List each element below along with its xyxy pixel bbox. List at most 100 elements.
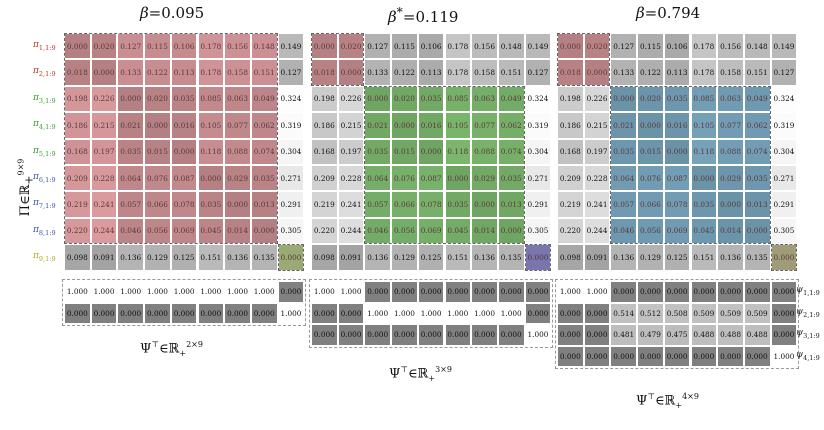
- pi-cell: 0.098: [311, 244, 338, 271]
- pi-cell: 0.127: [364, 33, 392, 60]
- pi-cell: 0.074: [497, 138, 525, 165]
- psi-label-sup: ⊤: [400, 365, 408, 374]
- pi-cell: 0.151: [497, 59, 525, 86]
- pi-row-label: π2,1:9: [33, 66, 56, 78]
- pi-cell: 0.178: [444, 59, 472, 86]
- pi-cell: 0.197: [90, 138, 118, 165]
- pi-cell: 0.226: [90, 85, 118, 113]
- pi-cell: 0.215: [90, 112, 118, 139]
- pi-cell: 0.319: [277, 112, 305, 139]
- psi-label-setsub: +: [179, 348, 187, 358]
- psi-row-label: ψ2,1:9: [796, 307, 820, 319]
- pi-cell: 0.127: [524, 59, 552, 86]
- pi-cell: 0.015: [144, 138, 171, 165]
- psi-cell: 0.000: [583, 302, 611, 324]
- psi-cell: 1.000: [444, 302, 472, 324]
- pi-cell: 0.064: [364, 165, 392, 192]
- pi-cell: 0.035: [743, 165, 771, 192]
- psi-cell: 0.488: [743, 324, 771, 346]
- pi-cell: 0.178: [444, 33, 472, 60]
- pi-cell: 0.228: [583, 165, 611, 192]
- pi-cell: 0.135: [250, 244, 278, 271]
- psi-label-panel-1: Ψ⊤∈ℝ+2×9: [140, 340, 203, 358]
- pi-cell: 0.000: [170, 138, 198, 165]
- beta-value: =0.794: [644, 4, 701, 22]
- pi-cell: 0.198: [64, 85, 91, 113]
- psi-cell: 1.000: [524, 324, 552, 346]
- pi-cell: 0.020: [637, 85, 664, 113]
- pi-cell: 0.000: [337, 59, 365, 86]
- pi-cell: 0.136: [717, 244, 744, 271]
- pi-cell: 0.186: [557, 112, 584, 139]
- psi-cell: 0.000: [497, 324, 525, 346]
- psi-row-label-base: ψ: [796, 285, 804, 295]
- pi-axis-sup: 9×9: [16, 158, 26, 176]
- psi-cell: 0.509: [743, 302, 771, 324]
- pi-row-label: π1,1:9: [33, 40, 56, 52]
- pi-cell: 0.106: [170, 33, 198, 60]
- psi-cell: 0.000: [197, 302, 225, 324]
- pi-cell: 0.000: [391, 112, 418, 139]
- psi-cell: 1.000: [497, 302, 525, 324]
- pi-row-label-sub: 2,1:9: [38, 70, 56, 79]
- psi-cell: 0.000: [637, 345, 664, 367]
- pi-cell: 0.000: [610, 85, 638, 113]
- psi-cell: 0.000: [444, 324, 472, 346]
- pi-cell: 0.186: [64, 112, 91, 139]
- pi-cell: 0.029: [471, 165, 498, 192]
- pi-cell: 0.000: [144, 112, 171, 139]
- panel-title-1: β=0.095: [140, 4, 204, 22]
- pi-cell: 0.000: [524, 244, 552, 271]
- psi-cell: 0.000: [557, 324, 584, 346]
- pi-cell: 0.000: [770, 244, 798, 271]
- pi-cell: 0.078: [417, 191, 445, 218]
- pi-cell: 0.226: [337, 85, 365, 113]
- pi-cell: 0.241: [583, 191, 611, 218]
- pi-cell: 0.087: [417, 165, 445, 192]
- pi-cell: 0.045: [197, 217, 225, 245]
- psi-cell: 0.000: [583, 345, 611, 367]
- pi-cell: 0.304: [277, 138, 305, 165]
- pi-cell: 0.000: [224, 191, 251, 218]
- pi-cell: 0.085: [197, 85, 225, 113]
- pi-row-label: π4,1:9: [33, 119, 56, 131]
- pi-cell: 0.304: [524, 138, 552, 165]
- pi-cell: 0.158: [717, 59, 744, 86]
- psi-cell: 0.000: [583, 324, 611, 346]
- pi-cell: 0.000: [364, 85, 392, 113]
- pi-cell: 0.087: [663, 165, 691, 192]
- pi-cell: 0.151: [690, 244, 718, 271]
- pi-row-label-sub: 3,1:9: [38, 96, 56, 105]
- pi-cell: 0.049: [250, 85, 278, 113]
- pi-cell: 0.076: [391, 165, 418, 192]
- pi-cell: 0.013: [250, 191, 278, 218]
- pi-row-label-base: π: [33, 40, 39, 50]
- pi-cell: 0.197: [583, 138, 611, 165]
- pi-cell: 0.062: [497, 112, 525, 139]
- pi-cell: 0.035: [444, 191, 472, 218]
- pi-cell: 0.118: [690, 138, 718, 165]
- pi-cell: 0.066: [391, 191, 418, 218]
- pi-row-label-base: π: [33, 224, 39, 235]
- pi-cell: 0.000: [743, 217, 771, 245]
- pi-row-label-sub: 8,1:9: [38, 228, 56, 237]
- pi-cell: 0.014: [224, 217, 251, 245]
- psi-cell: 0.488: [717, 324, 744, 346]
- psi-label-base: Ψ: [636, 393, 648, 409]
- psi-cell: 0.000: [277, 281, 305, 303]
- pi-cell: 0.319: [524, 112, 552, 139]
- pi-cell: 0.000: [557, 33, 584, 60]
- psi-cell: 0.514: [610, 302, 638, 324]
- pi-cell: 0.064: [610, 165, 638, 192]
- psi-cell: 1.000: [250, 281, 278, 303]
- psi-cell: 0.000: [417, 281, 445, 303]
- psi-cell: 0.000: [770, 302, 798, 324]
- pi-cell: 0.106: [417, 33, 445, 60]
- psi-cell: 1.000: [557, 281, 584, 303]
- pi-cell: 0.197: [337, 138, 365, 165]
- pi-cell: 0.057: [117, 191, 145, 218]
- pi-cell: 0.000: [311, 33, 338, 60]
- psi-cell: 0.508: [663, 302, 691, 324]
- psi-cell: 1.000: [90, 281, 118, 303]
- pi-row-label-sub: 1,1:9: [38, 43, 56, 52]
